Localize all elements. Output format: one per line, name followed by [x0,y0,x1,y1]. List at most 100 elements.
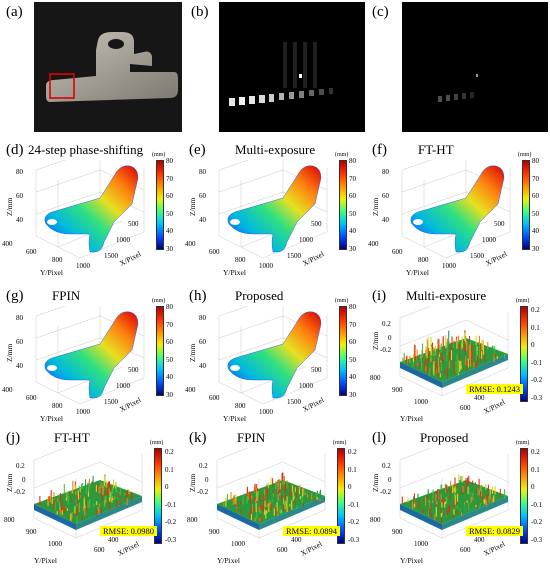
height-map-plot [35,306,145,405]
colorbar-tick-label: 0.1 [531,323,540,332]
z-tick-label: 60 [16,192,23,200]
colorbar-tick-label: 0 [531,341,535,349]
panel-l: (l) Proposed 0.2 0 -0.2 800 900 1000 400 600 Z/mm… [366,426,550,570]
colorbar-tick-label: -0.3 [531,393,543,402]
z-tick-label: 40 [16,362,23,370]
x-tick-label: 400 [474,394,485,402]
z-tick-label: 0 [388,476,392,484]
panel-label: (f) [372,142,387,158]
colorbar-tick-label: 60 [532,192,539,200]
y-tick-label: 1000 [76,408,90,416]
colorbar [339,306,347,396]
rmse-badge: RMSE: 0.1243 [466,384,524,394]
colorbar [520,306,528,402]
error-map-plot [399,448,509,539]
error-map-plot [216,448,326,539]
z-tick-label: 0.2 [16,462,25,470]
panel-c: (c) [366,0,550,136]
x-tick-label: 400 [474,536,485,544]
x-tick-label: 1500 [470,252,484,260]
panel-j: (j) FT-HT 0.2 0 -0.2 800 900 1000 400 600 Z/mm Y/P… [0,426,183,570]
panel-label: (g) [6,288,24,304]
colorbar-tick-label: 0.1 [165,465,174,474]
z-tick-label: -0.2 [380,488,392,496]
z-tick-label: 0 [205,476,209,484]
y-tick-label: 600 [392,248,403,256]
colorbar-unit: (mm) [516,440,530,446]
clip-image [34,2,182,132]
x-tick-label: 600 [460,546,471,554]
colorbar-tick-label: 0.2 [531,448,540,456]
z-tick-label: 80 [382,168,389,176]
y-tick-label: 1000 [442,262,456,270]
y-tick-label: 600 [26,248,37,256]
panel-d: (d) 24-step phase-shifting 80 60 40 400 600 80… [0,138,183,280]
colorbar-unit: (mm) [152,152,166,158]
colorbar-tick-label: -0.2 [165,518,177,526]
colorbar-tick-label: -0.3 [165,535,177,544]
y-axis-label: Y/Pixel [34,556,57,565]
y-tick-label: 800 [52,256,63,264]
z-tick-label: 80 [199,168,206,176]
x-tick-label: 1000 [482,236,496,244]
panel-label: (k) [189,430,207,446]
colorbar-tick-label: 0 [348,483,352,491]
colorbar-unit: (mm) [333,440,347,446]
rmse-badge: RMSE: 0.0829 [466,526,524,536]
colorbar-tick-label: 0.1 [348,465,357,474]
panel-label: (a) [6,4,23,20]
colorbar-tick-label: 50 [532,209,539,218]
y-tick-label: 400 [2,240,13,248]
colorbar-tick-label: -0.1 [348,500,360,509]
z-tick-label: 60 [199,338,206,346]
z-tick-label: 40 [16,216,23,224]
colorbar-tick-label: 0 [165,483,169,491]
colorbar-tick-label: 70 [166,174,173,183]
colorbar [156,160,164,250]
panel-label: (b) [191,4,209,20]
colorbar-tick-label: 80 [532,157,539,165]
y-tick-label: 400 [185,386,196,394]
colorbar-tick-label: -0.2 [531,376,543,384]
error-map-plot [399,306,509,397]
panel-title: 24-step phase-shifting [28,142,144,157]
panel-title: FPIN [52,288,81,303]
panel-i: (i) Multi-exposure 0.2 0 -0.2 800 900 1000 400 6… [366,284,550,426]
y-tick-label: 900 [26,528,37,536]
colorbar-tick-label: 40 [166,373,173,381]
z-axis-label: Z/mm [371,197,380,216]
rmse-badge: RMSE: 0.0894 [283,526,341,536]
colorbar-tick-label: 60 [349,338,356,346]
panel-title: FPIN [237,430,266,445]
panel-k: (k) FPIN 0.2 0 -0.2 800 900 1000 400 600 Z/mm Y/Pi… [183,426,366,570]
fringe-pattern [219,2,365,132]
error-map-plot [33,448,143,539]
x-tick-label: 600 [460,404,471,412]
colorbar-tick-label: 80 [166,303,173,311]
panel-label: (i) [372,288,387,304]
colorbar-tick-label: 80 [166,157,173,165]
y-tick-label: 400 [2,386,13,394]
z-axis-label: Z/mm [5,473,14,492]
y-axis-label: Y/Pixel [406,268,429,277]
z-tick-label: 40 [382,216,389,224]
colorbar-tick-label: 50 [166,355,173,364]
height-map-plot [218,160,328,259]
colorbar-unit: (mm) [152,298,166,304]
panel-title: Multi-exposure [235,142,316,157]
colorbar-unit: (mm) [516,298,530,304]
colorbar [522,160,530,250]
colorbar-tick-label: 70 [349,174,356,183]
colorbar-tick-label: 60 [349,192,356,200]
z-tick-label: 0.2 [199,462,208,470]
x-tick-label: 500 [128,366,139,374]
z-tick-label: 80 [199,314,206,322]
panel-label: (j) [6,430,21,446]
colorbar-tick-label: 40 [349,373,356,381]
x-tick-label: 1500 [104,398,118,406]
colorbar [337,448,345,544]
colorbar-tick-label: 30 [166,390,173,399]
colorbar [154,448,162,544]
height-map-plot [401,160,511,259]
z-axis-label: Z/mm [5,343,14,362]
